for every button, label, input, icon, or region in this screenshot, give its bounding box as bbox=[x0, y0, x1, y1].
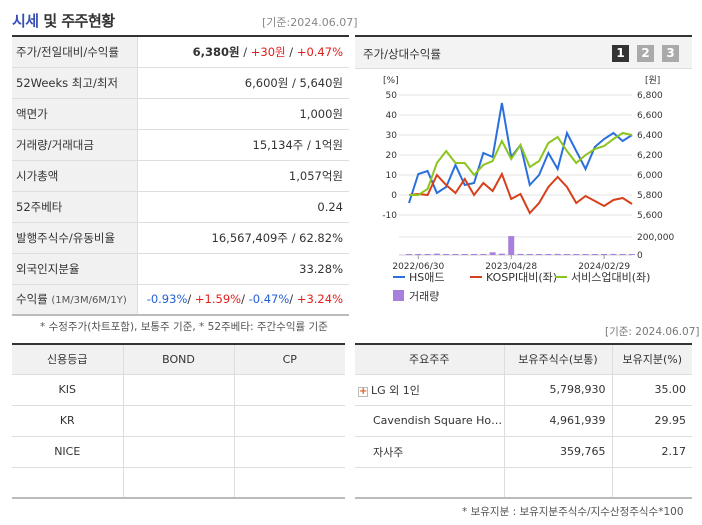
volume-bar bbox=[526, 254, 533, 255]
section-title: 시세 및 주주현황 bbox=[12, 12, 115, 30]
table-row: 52Weeks 최고/최저 6,600원 / 5,640원 bbox=[12, 67, 349, 99]
volume-bar bbox=[471, 254, 478, 255]
chart-panel: 주가/상대수익률 1 2 3 [%] [원] 50 6,800 40 6,600 30 6,4… bbox=[355, 35, 692, 311]
table-row bbox=[12, 467, 345, 499]
table-row: 자사주 359,765 2.17 bbox=[355, 436, 692, 468]
expand-plus-icon[interactable]: + bbox=[358, 385, 368, 397]
volume-tick-label: 200,000 bbox=[637, 233, 674, 243]
left-tick-label: -10 bbox=[382, 211, 397, 221]
volume-bar bbox=[591, 254, 598, 255]
right-tick-label: 6,800 bbox=[637, 91, 663, 101]
credit-rating-table: 신용등급 BOND CP KIS KR NICE bbox=[12, 343, 345, 499]
volume-bar bbox=[619, 254, 626, 255]
left-tick-label: 20 bbox=[386, 151, 398, 161]
x-tick-label: 2023/04/28 bbox=[485, 262, 537, 272]
base-date: [기준:2024.06.07] bbox=[262, 16, 358, 29]
table-row: 수익률 (1M/3M/6M/1Y) -0.93%/ +1.59%/ -0.47%/… bbox=[12, 284, 349, 316]
volume-bar bbox=[563, 254, 570, 255]
volume-bar bbox=[545, 254, 552, 255]
table-row: 시가총액 1,057억원 bbox=[12, 160, 349, 192]
major-shareholders-table: 주요주주 보유주식수(보통) 보유지분(%) + LG 외 1인 5,798,930 35… bbox=[355, 343, 692, 499]
volume-bar bbox=[415, 254, 422, 255]
volume-bar bbox=[601, 254, 608, 255]
left-tick-label: 0 bbox=[391, 191, 397, 201]
left-tick-label: 40 bbox=[386, 111, 398, 121]
right-tick-label: 6,000 bbox=[637, 171, 663, 181]
volume-bar bbox=[489, 252, 496, 255]
table-row: 발행주식수/유동비율 16,567,409주 / 62.82% bbox=[12, 222, 349, 254]
table-row: 거래량/거래대금 15,134주 / 1억원 bbox=[12, 129, 349, 161]
table-row: NICE bbox=[12, 436, 345, 468]
relative-return-chart: [%] [원] 50 6,800 40 6,600 30 6,400 20 6,200 10 6,00… bbox=[382, 75, 674, 303]
series-line bbox=[408, 102, 633, 204]
legend-label: KOSPI대비(좌) bbox=[486, 271, 557, 284]
left-tick-label: 30 bbox=[386, 131, 398, 141]
volume-tick-label: 0 bbox=[637, 251, 643, 261]
right-axis-unit: [원] bbox=[645, 75, 660, 86]
volume-bar bbox=[406, 254, 412, 255]
volume-bar bbox=[443, 254, 450, 255]
volume-bar bbox=[424, 254, 431, 255]
table-row: 52주베타 0.24 bbox=[12, 191, 349, 223]
right-tick-label: 5,600 bbox=[637, 211, 663, 221]
chart-title: 주가/상대수익률 bbox=[355, 37, 692, 69]
series-line bbox=[409, 131, 633, 196]
table-row: KR bbox=[12, 405, 345, 437]
volume-bar bbox=[582, 254, 589, 255]
table-row: 주가/전일대비/수익률 6,380원 / +30원 / +0.47% bbox=[12, 36, 349, 68]
legend-label: 서비스업대비(좌) bbox=[571, 271, 650, 284]
volume-bar bbox=[461, 254, 468, 255]
right-tick-label: 6,200 bbox=[637, 151, 663, 161]
chart-page-1-button[interactable]: 1 bbox=[612, 45, 629, 62]
price-info-table: 주가/전일대비/수익률 6,380원 / +30원 / +0.47% 52Week… bbox=[12, 35, 349, 316]
left-axis-unit: [%] bbox=[383, 76, 399, 86]
footnote: * 수정주가(차트포함), 보통주 기준, * 52주베타: 주간수익률 기준 bbox=[40, 321, 328, 333]
table-row: Cavendish Square Holding 4,961,939 29.95 bbox=[355, 405, 692, 437]
table-row: 액면가 1,000원 bbox=[12, 98, 349, 130]
x-tick-label: 2022/06/30 bbox=[392, 262, 444, 272]
volume-bar bbox=[536, 254, 543, 255]
base-date: [기준: 2024.06.07] bbox=[605, 326, 700, 338]
volume-bar bbox=[452, 254, 459, 255]
right-tick-label: 6,400 bbox=[637, 131, 663, 141]
volume-bar bbox=[573, 254, 580, 255]
footnote: * 보유지분 : 보유지분주식수/지수산정주식수*100 bbox=[462, 506, 684, 518]
legend-swatch bbox=[393, 290, 404, 301]
volume-bar bbox=[517, 253, 524, 255]
volume-bar bbox=[433, 253, 440, 255]
chart-page-2-button[interactable]: 2 bbox=[637, 45, 654, 62]
chart-page-3-button[interactable]: 3 bbox=[662, 45, 679, 62]
right-tick-label: 5,800 bbox=[637, 191, 663, 201]
left-tick-label: 10 bbox=[386, 171, 398, 181]
volume-bar bbox=[498, 253, 505, 255]
table-row: + LG 외 1인 5,798,930 35.00 bbox=[355, 374, 692, 406]
right-tick-label: 6,600 bbox=[637, 111, 663, 121]
left-tick-label: 50 bbox=[386, 91, 398, 101]
volume-bar bbox=[610, 253, 617, 255]
volume-bar bbox=[629, 254, 635, 255]
legend-label: HS애드 bbox=[409, 271, 445, 284]
volume-bar bbox=[480, 254, 487, 255]
table-row: 외국인지분율 33.28% bbox=[12, 253, 349, 285]
series-line bbox=[408, 171, 633, 215]
table-header: 주요주주 보유주식수(보통) 보유지분(%) bbox=[355, 344, 692, 375]
volume-bar bbox=[508, 236, 515, 255]
x-tick-label: 2024/02/29 bbox=[578, 262, 630, 272]
table-header: 신용등급 BOND CP bbox=[12, 344, 345, 375]
legend-label: 거래량 bbox=[409, 290, 439, 303]
volume-bar bbox=[554, 253, 561, 255]
table-row bbox=[355, 467, 692, 499]
table-row: KIS bbox=[12, 374, 345, 406]
